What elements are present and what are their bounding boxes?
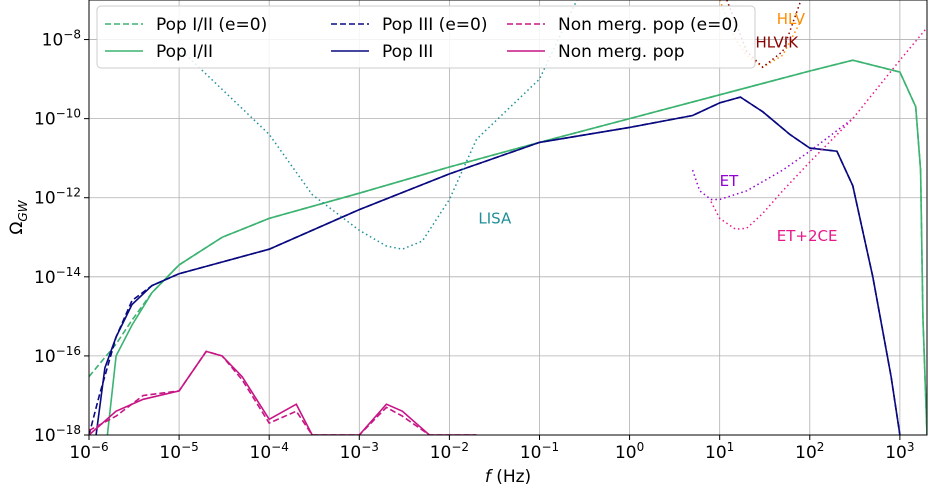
series-layer [89, 59, 927, 435]
x-tick-label: 10−6 [69, 440, 108, 463]
y-tick-label: 10−14 [34, 265, 81, 288]
annotation-hlvik: HLVIK [756, 33, 800, 51]
y-tick-label: 10−16 [34, 344, 81, 367]
annotation-hlv: HLV [777, 10, 806, 28]
x-axis-ticks: 10−6 10−5 10−4 10−3 10−2 10−1 100 101 102 103 [69, 435, 915, 463]
legend-box [96, 5, 756, 69]
annotations: LISA ET ET+2CE HLV HLVIK [478, 10, 837, 245]
x-axis-label: f (Hz) [485, 467, 531, 487]
y-tick-label: 10−12 [34, 186, 81, 209]
x-tick-label: 102 [795, 440, 824, 463]
legend-label: Pop III (e=0) [382, 15, 487, 35]
x-tick-label: 100 [615, 440, 644, 463]
sensitivity-curve-et [691, 118, 854, 201]
y-tick-label: 10−10 [34, 107, 81, 130]
x-tick-label: 10−5 [159, 440, 198, 463]
x-tick-label: 10−2 [430, 440, 469, 463]
series-line-non-merg-pop-e-0- [89, 350, 477, 435]
x-tick-label: 101 [705, 440, 734, 463]
x-tick-label: 10−1 [520, 440, 559, 463]
annotation-et: ET [720, 172, 739, 190]
x-tick-label: 103 [885, 440, 914, 463]
series-line-pop-iii-e-0- [89, 96, 901, 435]
x-tick-label: 10−4 [250, 440, 289, 463]
series-line-pop-iii [95, 96, 901, 435]
y-tick-label: 10−8 [42, 28, 81, 51]
legend-label: Non merg. pop [558, 42, 685, 62]
sensitivity-curve-et-2ce [710, 27, 927, 230]
y-axis-label: ΩGW [7, 199, 30, 234]
legend: Pop I/II (e=0) Pop I/II Pop III (e=0) Pop I… [96, 5, 756, 69]
x-tick-label: 10−3 [340, 440, 379, 463]
legend-label: Pop III [382, 42, 433, 62]
annotation-lisa: LISA [478, 210, 512, 228]
legend-label: Non merg. pop (e=0) [558, 15, 739, 35]
legend-label: Pop I/II (e=0) [156, 15, 267, 35]
series-line-pop-i-ii-e-0- [89, 59, 927, 435]
series-line-pop-i-ii [106, 59, 927, 435]
legend-label: Pop I/II [156, 42, 213, 62]
annotation-et-2ce: ET+2CE [777, 227, 838, 245]
plot-frame [88, 0, 928, 436]
series-line-non-merg-pop [89, 350, 477, 435]
